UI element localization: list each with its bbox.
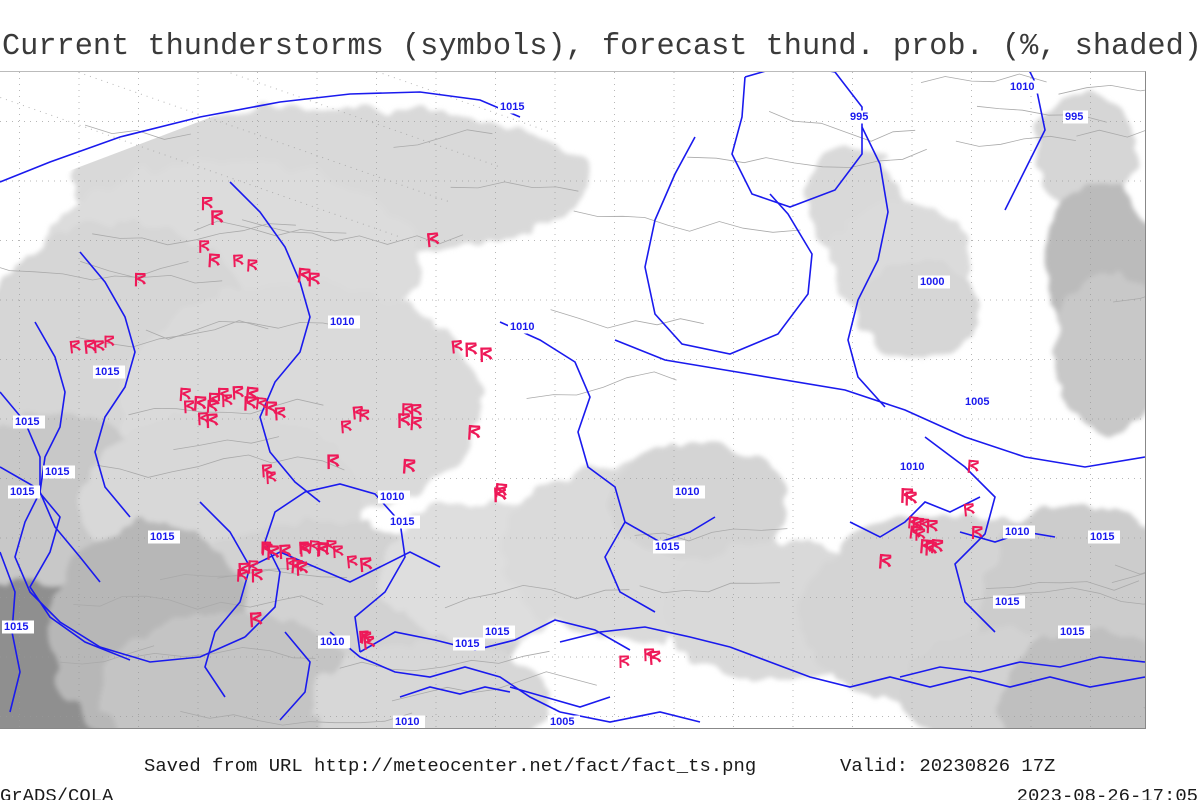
svg-text:1015: 1015 [1060,626,1084,638]
svg-text:1015: 1015 [485,626,509,638]
svg-text:1010: 1010 [1010,81,1034,93]
svg-text:1000: 1000 [920,276,944,288]
svg-text:1010: 1010 [510,321,534,333]
svg-text:1010: 1010 [330,316,354,328]
svg-text:1015: 1015 [150,531,174,543]
svg-text:1010: 1010 [320,636,344,648]
svg-text:1015: 1015 [390,516,414,528]
svg-text:995: 995 [1065,111,1083,123]
svg-text:1015: 1015 [995,596,1019,608]
svg-text:1005: 1005 [550,716,574,728]
svg-text:1010: 1010 [395,716,419,728]
svg-text:995: 995 [850,111,868,123]
svg-text:1015: 1015 [95,366,119,378]
svg-text:1010: 1010 [380,491,404,503]
svg-text:1005: 1005 [965,396,989,408]
svg-text:1010: 1010 [675,486,699,498]
svg-text:1015: 1015 [15,416,39,428]
svg-text:1010: 1010 [900,461,924,473]
svg-text:1015: 1015 [500,101,524,113]
svg-text:1015: 1015 [10,486,34,498]
svg-text:1015: 1015 [4,621,28,633]
svg-text:1015: 1015 [655,541,679,553]
svg-text:1015: 1015 [455,638,479,650]
svg-text:1010: 1010 [1005,526,1029,538]
svg-text:1015: 1015 [45,466,69,478]
svg-text:1015: 1015 [1090,531,1114,543]
